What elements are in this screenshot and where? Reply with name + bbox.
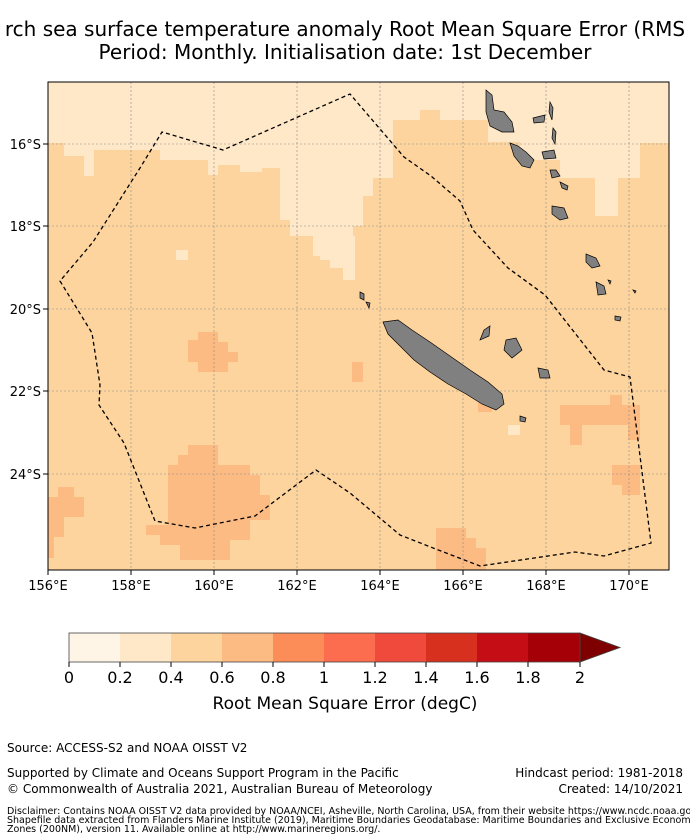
small-island-c — [614, 315, 622, 322]
colorbar-tick-2: 2 — [575, 668, 585, 687]
colorbar-tick-0-8: 0.8 — [260, 668, 285, 687]
pentecost-island — [551, 127, 557, 146]
colorbar-tick-0: 0 — [64, 668, 74, 687]
espiritu-santo-island — [485, 89, 515, 133]
eez-boundary — [59, 93, 652, 567]
small-island-a — [359, 291, 365, 301]
disclaimer-line3: Zones (200NM), version 11. Available onl… — [7, 824, 381, 835]
small-island-b — [365, 301, 371, 310]
hindcast-period-text: Hindcast period: 1981-2018 — [515, 766, 683, 780]
colorbar-tick-0-2: 0.2 — [107, 668, 132, 687]
colorbar-cell-2 — [171, 633, 222, 662]
colorbar-cells — [69, 633, 580, 662]
land-masses — [359, 89, 637, 423]
map-frame — [47, 81, 670, 571]
colorbar-cell-5 — [324, 633, 375, 662]
disclaimer-line2: Shapefile data extracted from Flanders M… — [7, 815, 690, 826]
aneityum-island — [595, 281, 607, 296]
lat-label-24s: 24°S — [10, 468, 41, 483]
tanna-island — [585, 253, 601, 269]
colorbar-tick-1-2: 1.2 — [362, 668, 387, 687]
lon-label-160: 160°E — [194, 579, 234, 594]
lon-label-166: 166°E — [443, 579, 483, 594]
efate-island — [551, 205, 569, 221]
colorbar-tick-0-6: 0.6 — [209, 668, 234, 687]
rmse-low-cells — [48, 82, 669, 435]
map-title-line1: rch sea surface temperature anomaly Root… — [4, 17, 686, 41]
map-title-line2: Period: Monthly. Initialisation date: 1s… — [98, 40, 592, 64]
copyright-text: © Commonwealth of Australia 2021, Austra… — [7, 782, 433, 796]
lat-label-16s: 16°S — [10, 138, 41, 153]
ile-des-pins-island — [519, 415, 527, 423]
colorbar-tick-1-8: 1.8 — [515, 668, 540, 687]
colorbar-cell-8 — [477, 633, 528, 662]
colorbar-tick-1-4: 1.4 — [413, 668, 438, 687]
colorbar-cell-7 — [426, 633, 477, 662]
colorbar-extend-arrow — [579, 632, 622, 663]
ambrym-island — [541, 149, 557, 160]
lon-label-158: 158°E — [111, 579, 151, 594]
lon-label-170: 170°E — [609, 579, 649, 594]
maewo-island — [548, 100, 554, 121]
supported-text: Supported by Climate and Oceans Support … — [7, 766, 399, 780]
colorbar-cell-4 — [273, 633, 324, 662]
ambae-island — [532, 114, 546, 124]
lon-label-162: 162°E — [277, 579, 317, 594]
lifou-island — [503, 337, 523, 359]
colorbar-cell-0 — [69, 633, 120, 662]
lat-label-18s: 18°S — [10, 220, 41, 235]
colorbar-tick-1-6: 1.6 — [464, 668, 489, 687]
ouvea-island — [479, 325, 491, 341]
colorbar-tick-1: 1 — [319, 668, 329, 687]
map-figure: 156°E 158°E 160°E 162°E 164°E 166°E 168°… — [10, 81, 670, 714]
malekula-island — [509, 142, 535, 169]
created-date-text: Created: 14/10/2021 — [558, 782, 683, 796]
disclaimer-line1: Disclaimer: Contains NOAA OISST V2 data … — [7, 806, 690, 817]
lat-label-20s: 20°S — [10, 303, 41, 318]
graticule — [48, 82, 669, 570]
lon-label-156: 156°E — [28, 579, 68, 594]
colorbar-cell-1 — [120, 633, 171, 662]
colorbar-cell-9 — [528, 633, 580, 662]
mare-island — [537, 367, 551, 379]
colorbar-cell-3 — [222, 633, 273, 662]
lon-label-164: 164°E — [360, 579, 400, 594]
source-text: Source: ACCESS-S2 and NOAA OISST V2 — [7, 741, 248, 755]
colorbar-label: Root Mean Square Error (degC) — [213, 694, 478, 714]
epi-island — [549, 169, 561, 179]
colorbar: 0 0.2 0.4 0.6 0.8 1 1.2 1.4 1.6 1.8 2 Ro… — [64, 632, 622, 714]
lon-label-168: 168°E — [526, 579, 566, 594]
axis-ticks — [43, 143, 630, 575]
colorbar-tick-0-4: 0.4 — [158, 668, 183, 687]
small-island-e — [632, 289, 637, 294]
map-panel: 156°E 158°E 160°E 162°E 164°E 166°E 168°… — [10, 81, 670, 594]
colorbar-cell-6 — [375, 633, 426, 662]
new-caledonia-island — [382, 319, 505, 411]
lat-label-22s: 22°S — [10, 385, 41, 400]
erromango-island — [559, 181, 569, 191]
small-island-d — [607, 279, 612, 285]
